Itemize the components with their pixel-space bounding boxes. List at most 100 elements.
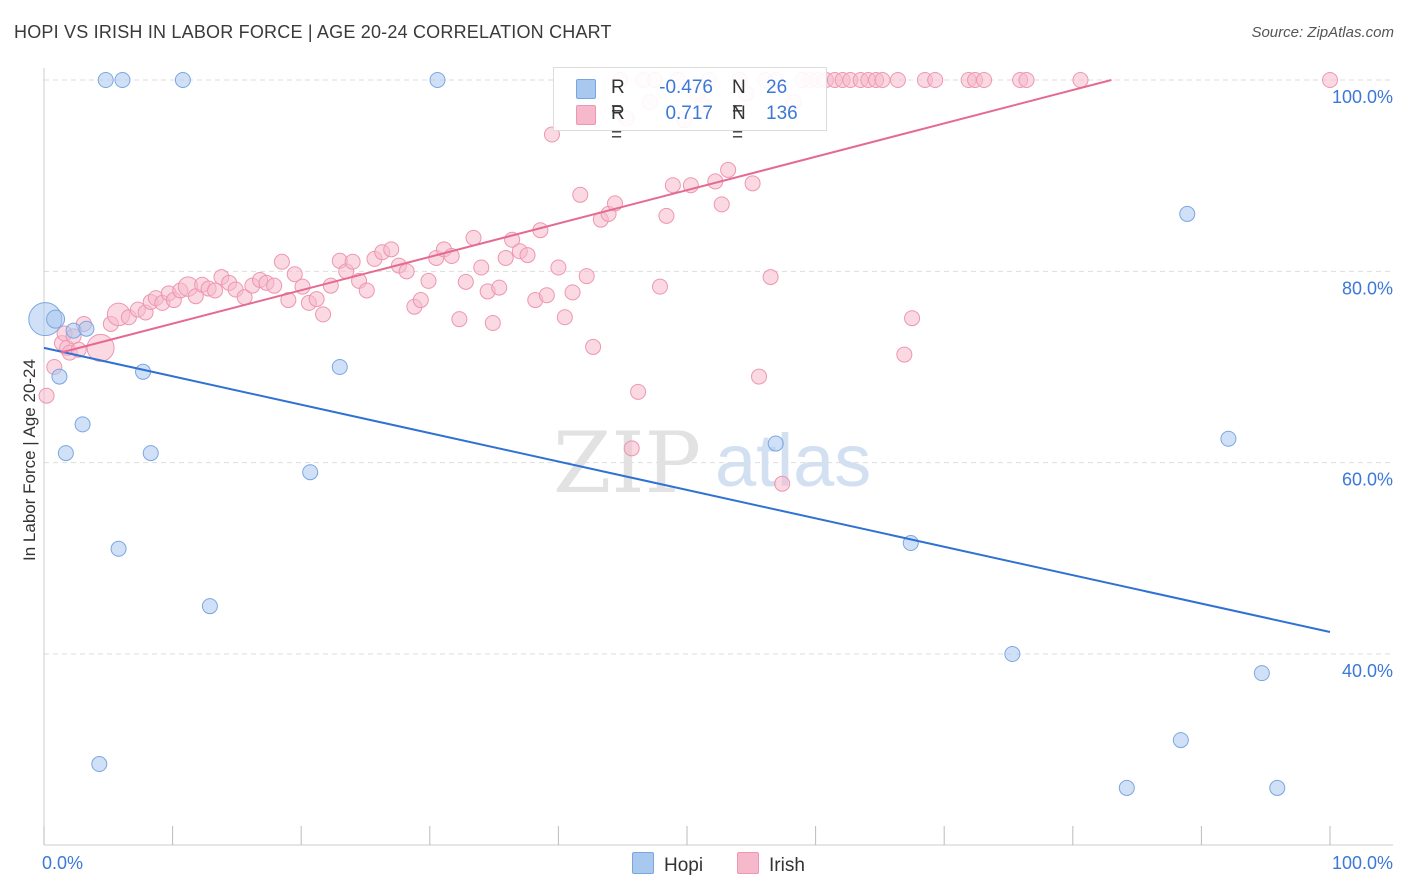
irish-point bbox=[720, 161, 737, 178]
hopi-point bbox=[110, 540, 127, 557]
irish-point bbox=[344, 253, 361, 270]
irish-n-label: N = bbox=[732, 103, 746, 146]
watermark-atlas: atlas bbox=[715, 419, 871, 502]
irish-r-label: R = bbox=[611, 103, 625, 146]
gridlines bbox=[44, 79, 1393, 655]
irish-point bbox=[572, 186, 589, 203]
y-tick-label: 60.0% bbox=[1342, 470, 1393, 490]
watermark-zip: ZIP bbox=[553, 414, 701, 512]
irish-point bbox=[774, 475, 791, 492]
irish-point bbox=[420, 272, 437, 289]
irish-point bbox=[358, 282, 375, 299]
chart-title: HOPI VS IRISH IN LABOR FORCE | AGE 20-24… bbox=[14, 22, 612, 42]
irish-point bbox=[927, 72, 944, 88]
hopi-point bbox=[767, 435, 784, 452]
irish-point bbox=[744, 175, 761, 192]
hopi-n-label: N = bbox=[732, 77, 746, 120]
irish-point bbox=[497, 249, 514, 266]
irish-point bbox=[896, 346, 913, 363]
hopi-legend-label: Hopi bbox=[664, 855, 704, 876]
irish-point bbox=[564, 284, 581, 301]
hopi-point bbox=[1253, 665, 1270, 682]
irish-point bbox=[578, 268, 595, 285]
irish-r-value: 0.717 bbox=[665, 103, 713, 124]
irish-legend-swatch bbox=[737, 852, 759, 874]
hopi-point bbox=[74, 416, 91, 433]
hopi-point bbox=[302, 464, 319, 481]
y-tick-label: 40.0% bbox=[1342, 661, 1393, 681]
y-axis-label: In Labor Force | Age 20-24 bbox=[20, 359, 39, 561]
irish-legend-label: Irish bbox=[769, 855, 805, 876]
hopi-legend-swatch bbox=[632, 852, 654, 874]
irish-point bbox=[556, 309, 573, 326]
y-tick-label: 100.0% bbox=[1332, 87, 1393, 107]
series-legend-irish[interactable]: Irish bbox=[737, 852, 805, 877]
irish-point bbox=[658, 207, 675, 224]
irish-point bbox=[286, 266, 303, 283]
axes bbox=[43, 68, 1393, 846]
hopi-point bbox=[51, 368, 68, 385]
irish-point bbox=[585, 338, 602, 355]
watermark: ZIP atlas bbox=[553, 414, 871, 512]
irish-point bbox=[273, 253, 290, 270]
hopi-point bbox=[429, 72, 446, 88]
series-legend-hopi[interactable]: Hopi bbox=[632, 852, 703, 877]
irish-point bbox=[1018, 72, 1035, 88]
hopi-point bbox=[46, 309, 66, 329]
irish-point bbox=[1072, 72, 1089, 88]
x-tick-label: 100.0% bbox=[1332, 853, 1393, 873]
hopi-point bbox=[78, 320, 95, 337]
hopi-n-value: 26 bbox=[766, 77, 788, 98]
hopi-point bbox=[91, 756, 108, 773]
irish-point bbox=[207, 282, 224, 299]
irish-trendline bbox=[60, 79, 1112, 354]
irish-swatch bbox=[576, 105, 596, 125]
hopi-point bbox=[1179, 205, 1196, 222]
irish-point bbox=[550, 259, 567, 276]
hopi-point bbox=[1004, 646, 1021, 662]
trendlines bbox=[43, 79, 1331, 633]
hopi-r-value: -0.476 bbox=[659, 77, 713, 98]
irish-point bbox=[1322, 72, 1338, 88]
irish-point bbox=[308, 291, 325, 308]
hopi-point bbox=[142, 445, 159, 462]
tick-labels: 100.0% 80.0% 60.0% 40.0% 0.0% 100.0% bbox=[42, 87, 1393, 873]
hopi-trendline bbox=[43, 346, 1331, 633]
source-credit: Source: ZipAtlas.com bbox=[1251, 24, 1394, 41]
irish-point bbox=[491, 279, 508, 296]
irish-point bbox=[762, 269, 779, 286]
irish-point bbox=[713, 196, 730, 213]
irish-n-value: 136 bbox=[766, 103, 798, 124]
irish-point bbox=[751, 368, 768, 385]
irish-point bbox=[315, 306, 332, 323]
irish-point bbox=[538, 287, 555, 304]
hopi-swatch bbox=[576, 79, 596, 99]
irish-point bbox=[457, 273, 474, 290]
irish-point bbox=[519, 247, 536, 264]
irish-point bbox=[651, 278, 668, 295]
irish-point bbox=[38, 387, 55, 404]
hopi-point bbox=[114, 72, 131, 88]
irish-point bbox=[266, 277, 283, 294]
hopi-point bbox=[331, 359, 348, 375]
irish-point bbox=[976, 72, 993, 88]
irish-point bbox=[874, 72, 891, 88]
irish-point bbox=[904, 310, 921, 327]
irish-point bbox=[473, 259, 490, 276]
irish-point bbox=[383, 241, 400, 258]
irish-point bbox=[412, 292, 429, 309]
hopi-point bbox=[1269, 779, 1286, 796]
hopi-point bbox=[1118, 779, 1135, 796]
irish-point bbox=[623, 440, 640, 457]
y-tick-label: 80.0% bbox=[1342, 278, 1393, 298]
hopi-point bbox=[97, 72, 114, 88]
hopi-point bbox=[201, 598, 218, 615]
hopi-point bbox=[57, 445, 74, 462]
x-tick-label: 0.0% bbox=[42, 853, 83, 873]
hopi-point bbox=[1220, 430, 1237, 447]
irish-point bbox=[280, 292, 297, 309]
irish-point bbox=[398, 263, 415, 280]
correlation-legend: R = -0.476 N = 26 R = 0.717 N = 136 bbox=[553, 67, 827, 146]
irish-point bbox=[451, 311, 468, 328]
